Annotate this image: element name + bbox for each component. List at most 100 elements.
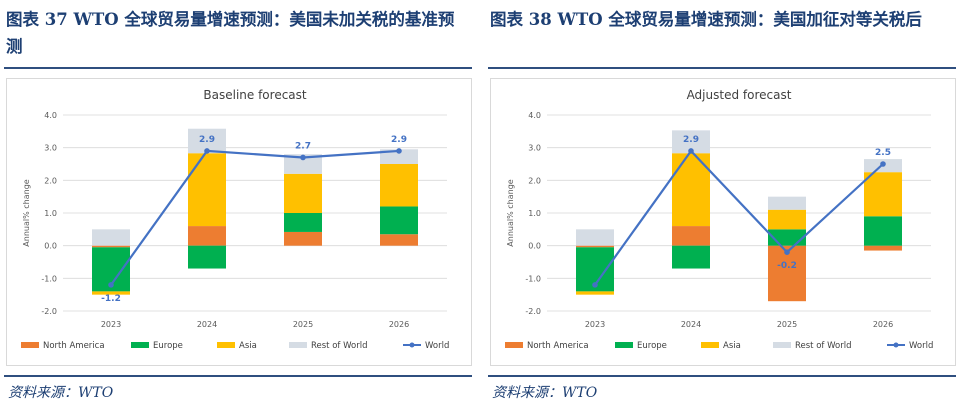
bar-rest-of-world: [672, 130, 710, 154]
world-data-label: 2.9: [391, 135, 407, 145]
legend-label: Rest of World: [795, 341, 851, 351]
y-tick-label: 3.0: [44, 144, 57, 153]
source-rule: [488, 375, 956, 377]
legend-label: North America: [527, 341, 589, 351]
y-tick-label: 4.0: [44, 111, 57, 120]
chart-frame: Baseline forecast -2.0 -1.0 0.0 1.0 2.0 3.0 4.0…: [6, 78, 472, 366]
bar-north-america: [576, 245, 614, 248]
y-tick-label: 0.0: [44, 242, 57, 251]
bar-asia: [864, 172, 902, 217]
title-rule: [488, 67, 956, 69]
bar-europe: [284, 213, 322, 232]
legend-swatch: [505, 342, 523, 348]
world-line: [594, 149, 884, 286]
world-data-label: 2.9: [683, 135, 699, 145]
source-note: 资料来源：WTO: [8, 385, 114, 401]
y-tick-label: 1.0: [528, 209, 541, 218]
bar-europe: [188, 245, 226, 269]
x-tick-label: 2024: [681, 320, 701, 329]
legend-label: Asia: [723, 341, 741, 351]
figure-title: 图表 37 WTO 全球贸易量增速预测：美国未加关税的基准预测: [6, 10, 455, 56]
bar-rest-of-world: [768, 196, 806, 210]
legend-swatch: [701, 342, 719, 348]
world-point: [108, 282, 114, 288]
title-rule: [4, 67, 472, 69]
y-axis-label: Annual% change: [506, 179, 515, 246]
world-point: [592, 282, 598, 288]
bar-asia: [576, 291, 614, 295]
bar-asia: [768, 209, 806, 230]
bar-europe: [672, 245, 710, 269]
figure-38: 图表 38 WTO 全球贸易量增速预测：美国加征对等关税后 Adjusted f…: [484, 0, 960, 412]
y-tick-label: 2.0: [44, 176, 57, 185]
world-point: [688, 148, 694, 154]
legend-marker: [409, 342, 415, 348]
bar-north-america: [864, 245, 902, 251]
legend-swatch: [131, 342, 149, 348]
legend-label: Asia: [239, 341, 257, 351]
bar-asia: [284, 173, 322, 213]
legend-label: North America: [43, 341, 105, 351]
bar-rest-of-world: [92, 229, 130, 246]
x-tick-label: 2026: [389, 320, 409, 329]
legend-swatch: [217, 342, 235, 348]
bar-north-america: [672, 226, 710, 246]
chart-frame: Adjusted forecast -2.0 -1.0 0.0 1.0 2.0 3.0 4.0…: [490, 78, 956, 366]
legend-label: Rest of World: [311, 341, 367, 351]
x-tick-label: 2026: [873, 320, 893, 329]
world-point: [300, 154, 306, 161]
bar-europe: [380, 206, 418, 235]
legend-label: Europe: [153, 341, 183, 351]
bar-europe: [864, 216, 902, 246]
world-data-label: -1.2: [101, 294, 121, 304]
figure-title: 图表 38 WTO 全球贸易量增速预测：美国加征对等关税后: [490, 10, 922, 29]
bar-asia: [92, 291, 130, 295]
bar-rest-of-world: [284, 154, 322, 174]
adjusted-forecast-chart: Adjusted forecast -2.0 -1.0 0.0 1.0 2.0 3.0 4.0…: [505, 88, 933, 351]
legend-swatch: [21, 342, 39, 348]
figure-37: 图表 37 WTO 全球贸易量增速预测：美国未加关税的基准预测 Baseline…: [0, 0, 476, 412]
bar-north-america: [380, 234, 418, 246]
y-tick-label: -1.0: [525, 274, 541, 283]
bar-rest-of-world: [576, 229, 614, 246]
legend-label: World: [425, 341, 449, 351]
bar-north-america: [284, 231, 322, 246]
bar-asia: [188, 153, 226, 227]
world-data-label: 2.7: [295, 141, 311, 151]
baseline-forecast-chart: Baseline forecast -2.0 -1.0 0.0 1.0 2.0 3.0 4.0…: [21, 88, 449, 351]
source-rule: [4, 375, 472, 377]
x-tick-label: 2023: [101, 320, 121, 329]
legend-label: World: [909, 341, 933, 351]
world-data-label: 2.5: [875, 148, 891, 158]
world-data-label: -0.2: [777, 261, 797, 271]
y-tick-label: 0.0: [528, 242, 541, 251]
legend-swatch: [773, 342, 791, 348]
source-note: 资料来源：WTO: [492, 385, 598, 401]
y-tick-label: 1.0: [44, 209, 57, 218]
legend-swatch: [289, 342, 307, 348]
x-tick-label: 2024: [197, 320, 217, 329]
bar-north-america: [188, 226, 226, 246]
legend-marker: [893, 342, 899, 348]
world-line: [110, 149, 400, 286]
y-axis-label: Annual% change: [22, 179, 31, 246]
world-point: [880, 161, 886, 167]
world-point: [784, 249, 790, 255]
y-tick-label: 3.0: [528, 144, 541, 153]
x-tick-label: 2023: [585, 320, 605, 329]
x-tick-label: 2025: [777, 320, 797, 329]
x-tick-label: 2025: [293, 320, 313, 329]
world-point: [396, 148, 402, 154]
legend-swatch: [615, 342, 633, 348]
bar-north-america: [92, 245, 130, 248]
y-tick-label: -2.0: [525, 307, 541, 316]
y-tick-label: 4.0: [528, 111, 541, 120]
y-tick-label: 2.0: [528, 176, 541, 185]
bar-rest-of-world: [380, 149, 418, 164]
y-tick-label: -1.0: [41, 274, 57, 283]
legend-label: Europe: [637, 341, 667, 351]
chart-title: Adjusted forecast: [687, 88, 792, 102]
world-point: [204, 148, 210, 154]
y-tick-label: -2.0: [41, 307, 57, 316]
bar-asia: [380, 164, 418, 207]
